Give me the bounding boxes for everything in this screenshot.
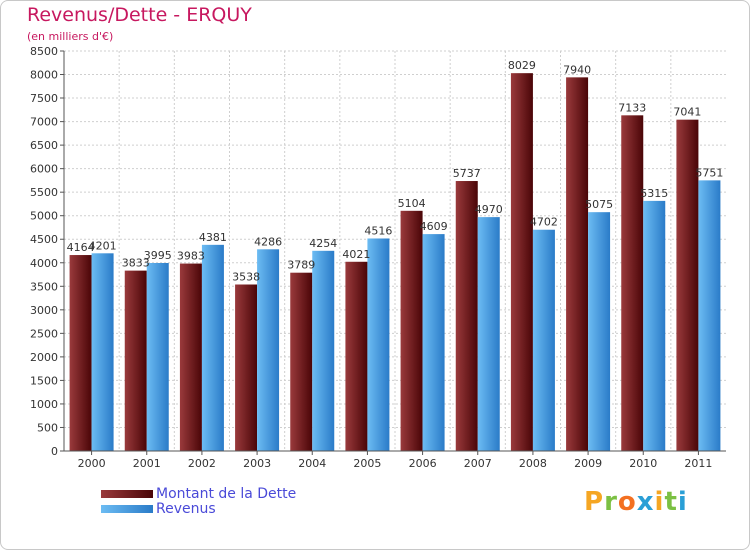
value-label: 4164	[67, 241, 95, 254]
logo-letter: o	[617, 487, 637, 517]
logo-letter: P	[584, 487, 605, 517]
value-label: 5315	[640, 187, 668, 200]
value-label: 4021	[342, 248, 370, 261]
y-tick-label: 4000	[30, 257, 58, 270]
bar-revenus	[588, 212, 611, 451]
y-tick-label: 1500	[30, 374, 58, 387]
x-tick-label: 2000	[78, 457, 106, 470]
logo-letter: i	[654, 487, 665, 517]
bars	[69, 73, 721, 452]
bar-revenus	[532, 229, 555, 451]
bar-dette	[455, 181, 478, 451]
y-tick-label: 8000	[30, 69, 58, 82]
legend-swatch-revenus	[101, 505, 153, 513]
value-label: 5737	[453, 167, 481, 180]
y-tick-label: 4500	[30, 233, 58, 246]
y-tick-label: 7000	[30, 116, 58, 129]
bar-dette	[566, 77, 589, 452]
value-label: 4254	[309, 237, 337, 250]
value-label: 4201	[89, 239, 117, 252]
value-label: 5104	[398, 197, 426, 210]
bar-revenus	[367, 238, 390, 451]
y-tick-label: 500	[37, 421, 58, 434]
y-tick-label: 3500	[30, 280, 58, 293]
y-tick-label: 6000	[30, 163, 58, 176]
y-tick-label: 7500	[30, 92, 58, 105]
proxiti-logo: Proxiti	[584, 487, 688, 517]
x-tick-label: 2003	[243, 457, 271, 470]
chart-title: Revenus/Dette - ERQUY	[27, 4, 252, 26]
bar-dette	[290, 272, 313, 451]
grid-lines	[64, 50, 726, 451]
value-label: 4609	[420, 220, 448, 233]
x-tick-label: 2004	[298, 457, 326, 470]
bar-dette	[621, 115, 644, 452]
value-label: 3995	[144, 249, 172, 262]
bar-revenus	[91, 253, 114, 451]
value-label: 4516	[364, 224, 392, 237]
y-tick-label: 5500	[30, 186, 58, 199]
bar-revenus	[698, 180, 721, 452]
y-tick-label: 3000	[30, 304, 58, 317]
value-label: 8029	[508, 59, 536, 72]
bar-dette	[510, 73, 533, 451]
value-label: 3833	[122, 257, 150, 270]
bar-dette	[400, 210, 423, 451]
bar-revenus	[643, 200, 666, 451]
x-tick-label: 2008	[519, 457, 547, 470]
value-label: 3983	[177, 250, 205, 263]
axes: 0 500 1000 1500 2000 2500 3000 3500 4000 4500 5000…	[30, 45, 726, 470]
value-label: 3789	[287, 259, 315, 272]
x-tick-label: 2006	[409, 457, 437, 470]
bar-revenus	[312, 250, 335, 451]
y-tick-label: 2000	[30, 351, 58, 364]
bar-dette	[69, 255, 92, 451]
bar-revenus	[257, 249, 280, 451]
legend-swatch-debt	[101, 490, 153, 498]
x-tick-label: 2010	[629, 457, 657, 470]
x-tick-label: 2005	[353, 457, 381, 470]
value-label: 4970	[475, 203, 503, 216]
bar-dette	[235, 284, 258, 451]
legend-label-revenus: Revenus	[156, 501, 216, 517]
bar-revenus	[477, 217, 500, 451]
value-label: 5751	[695, 166, 723, 179]
bar-dette	[124, 270, 147, 451]
bar-dette	[345, 261, 368, 451]
chart-subtitle: (en milliers d'€)	[27, 30, 114, 43]
y-tick-label: 1000	[30, 398, 58, 411]
x-tick-label: 2007	[464, 457, 492, 470]
bar-revenus	[201, 244, 224, 451]
y-tick-label: 6500	[30, 139, 58, 152]
bar-dette	[676, 119, 699, 452]
x-tick-label: 2011	[684, 457, 712, 470]
legend-label-debt: Montant de la Dette	[156, 486, 297, 502]
value-label: 4702	[530, 216, 558, 229]
y-tick-label: 0	[51, 445, 58, 458]
bar-revenus	[422, 234, 445, 451]
logo-letter: t	[664, 487, 678, 517]
x-tick-label: 2009	[574, 457, 602, 470]
y-tick-label: 8500	[30, 45, 58, 58]
logo-letter: r	[604, 487, 618, 517]
bar-revenus	[146, 263, 169, 451]
y-tick-label: 5000	[30, 210, 58, 223]
logo-letter: x	[636, 487, 655, 517]
value-label: 7940	[563, 63, 591, 76]
value-label: 7041	[673, 106, 701, 119]
logo-letter: i	[677, 487, 688, 517]
value-label: 4381	[199, 231, 227, 244]
bar-dette	[179, 263, 202, 451]
x-tick-label: 2002	[188, 457, 216, 470]
value-label: 5075	[585, 198, 613, 211]
value-label: 4286	[254, 235, 282, 248]
x-tick-label: 2001	[133, 457, 161, 470]
y-tick-label: 2500	[30, 327, 58, 340]
value-label: 7133	[618, 101, 646, 114]
value-label: 3538	[232, 271, 260, 284]
